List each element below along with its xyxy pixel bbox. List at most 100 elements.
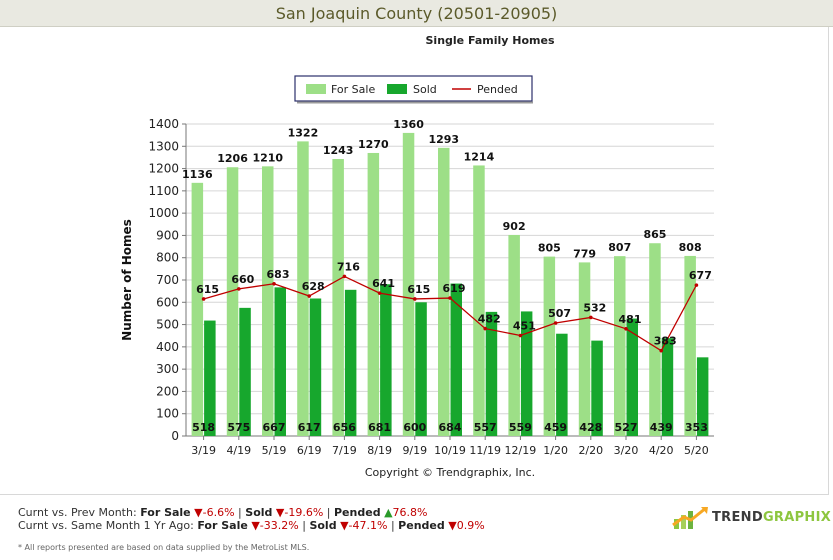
y-tick-label: 200 (156, 384, 179, 398)
footer-row2-forsale-arrow-icon: ▼ (251, 519, 260, 532)
y-tick-label: 1400 (148, 117, 179, 131)
bar-for-sale (438, 147, 450, 437)
data-label-for-sale: 865 (643, 228, 666, 241)
footer-row2-forsale-label: For Sale (197, 519, 248, 532)
footer-row2-sold-label: Sold (309, 519, 337, 532)
x-tick-label: 6/19 (297, 444, 322, 457)
data-label-sold: 559 (509, 421, 532, 434)
data-label-for-sale: 1270 (358, 138, 389, 151)
y-tick-label: 100 (156, 407, 179, 421)
footer-row1-separator: | (326, 506, 331, 519)
bar-sold (344, 289, 357, 436)
footer-row2-pended-arrow-icon: ▼ (448, 519, 457, 532)
footer-row1-separator: | (238, 506, 242, 519)
y-tick-label: 800 (156, 251, 179, 265)
footer-row1-pended-value: 76.8% (392, 506, 428, 519)
logo-chart-icon (672, 506, 708, 529)
data-label-pended: 481 (619, 313, 642, 326)
data-label-sold: 459 (544, 421, 567, 434)
data-label-for-sale: 1293 (428, 133, 459, 146)
y-tick-label: 400 (156, 340, 179, 354)
data-label-pended: 628 (302, 280, 325, 293)
y-tick-label: 900 (156, 228, 179, 242)
point-pended (307, 294, 312, 298)
data-label-pended: 383 (654, 335, 677, 348)
footer-row1-forsale-value: -6.6% (202, 506, 235, 519)
data-label-sold: 557 (474, 421, 497, 434)
data-label-sold: 684 (439, 421, 462, 434)
bar-sold (415, 302, 427, 436)
data-label-for-sale: 1210 (252, 151, 283, 164)
footer-row2-separator: | (302, 519, 306, 532)
x-tick-label: 10/19 (434, 444, 466, 457)
data-label-sold: 681 (368, 421, 391, 434)
data-label-pended: 660 (231, 273, 254, 286)
copyright-text: Copyright © Trendgraphix, Inc. (365, 466, 535, 479)
footer-row2-pended-label: Pended (398, 519, 445, 532)
x-tick-label: 12/19 (505, 444, 537, 457)
legend-label-pended: Pended (477, 83, 518, 96)
data-label-pended: 615 (196, 283, 219, 296)
data-label-sold: 428 (579, 421, 602, 434)
logo-text-part1: TREND (712, 510, 763, 525)
point-pended (413, 297, 417, 301)
bar-sold (626, 318, 638, 436)
point-pended (272, 281, 276, 286)
data-label-sold: 656 (333, 421, 356, 434)
point-pended (342, 274, 347, 279)
footer-row1-sold-value: -19.6% (284, 506, 324, 519)
data-label-sold: 353 (685, 421, 708, 434)
y-tick-label: 600 (156, 295, 179, 309)
bar-sold (661, 338, 674, 436)
data-label-sold: 527 (615, 421, 638, 434)
bar-for-sale (262, 166, 274, 437)
data-label-pended: 641 (372, 277, 395, 290)
bar-sold (485, 311, 498, 436)
data-label-pended: 716 (337, 260, 360, 273)
legend-swatch-for-sale (306, 84, 326, 94)
bar-sold (520, 311, 533, 436)
bar-for-sale (297, 141, 309, 436)
data-label-pended: 677 (689, 269, 712, 282)
y-axis-title: Number of Homes (120, 219, 134, 341)
x-tick-label: 1/20 (543, 444, 568, 457)
x-tick-label: 5/20 (684, 444, 709, 457)
data-label-pended: 507 (548, 307, 571, 320)
point-pended (483, 326, 488, 331)
legend-swatch-sold (387, 84, 407, 94)
data-label-for-sale: 1136 (182, 168, 213, 181)
bar-for-sale (191, 182, 204, 436)
point-pended (201, 297, 206, 301)
point-pended (694, 283, 699, 287)
footer-row2-prefix: Curnt vs. Same Month 1 Yr Ago: (18, 519, 194, 532)
data-label-for-sale: 1322 (288, 126, 319, 139)
bar-for-sale (226, 167, 239, 436)
footer-row-year-ago: Curnt vs. Same Month 1 Yr Ago: For Sale … (18, 519, 485, 532)
footer-row1-prefix: Curnt vs. Prev Month: (18, 506, 137, 519)
point-pended (553, 321, 558, 325)
data-label-sold: 600 (403, 421, 426, 434)
bar-for-sale (578, 262, 591, 436)
chart: Single Family Homes For Sale Sold Pended 0 10… (120, 34, 714, 479)
x-tick-label: 4/20 (649, 444, 674, 457)
data-source-note: * All reports presented are based on dat… (18, 543, 310, 552)
data-label-for-sale: 805 (538, 242, 561, 255)
y-tick-label: 300 (156, 362, 179, 376)
data-label-pended: 482 (478, 313, 501, 326)
chart-subtitle: Single Family Homes (426, 34, 555, 47)
point-pended (518, 333, 523, 338)
x-tick-label: 11/19 (469, 444, 501, 457)
trendgraphix-logo: TRENDGRAPHIX (672, 505, 831, 531)
data-label-for-sale: 1360 (393, 118, 424, 131)
data-label-sold: 575 (227, 421, 250, 434)
x-tick-label: 8/19 (367, 444, 392, 457)
x-tick-label: 7/19 (332, 444, 357, 457)
bar-for-sale (367, 152, 380, 436)
footer-row1-forsale-arrow-icon: ▼ (194, 506, 203, 519)
x-tick-label: 9/19 (402, 444, 427, 457)
point-pended (377, 291, 382, 295)
bar-sold (696, 357, 709, 436)
chart-title: San Joaquin County (20501-20905) (275, 4, 558, 23)
legend-box (294, 75, 533, 102)
bar-for-sale (614, 256, 626, 436)
